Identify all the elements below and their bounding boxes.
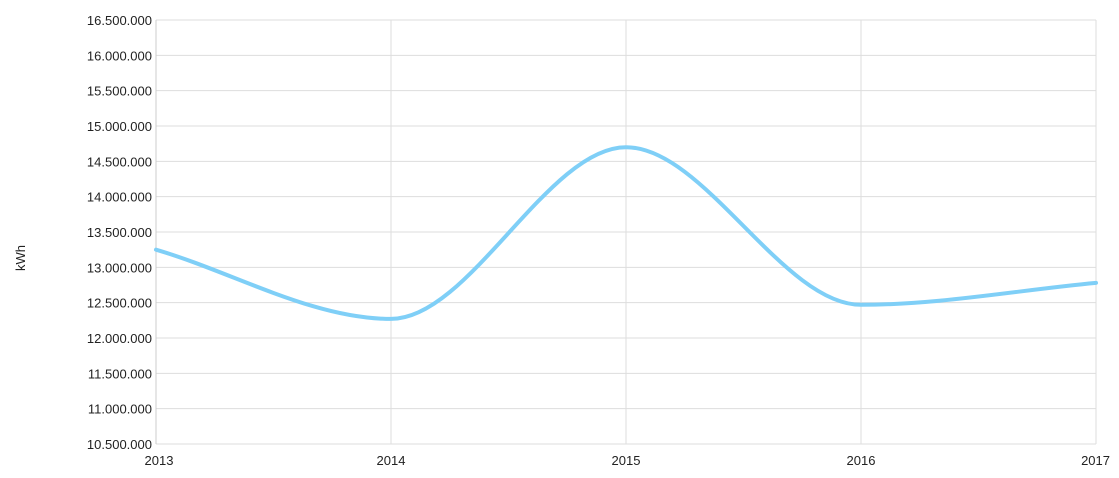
y-tick-label: 12.500.000 xyxy=(87,296,152,311)
y-tick-label: 14.000.000 xyxy=(87,190,152,205)
x-tick-label: 2014 xyxy=(377,453,406,468)
y-axis-title: kWh xyxy=(13,245,28,271)
x-tick-label: 2013 xyxy=(145,453,174,468)
series-layer xyxy=(154,145,1098,321)
y-tick-label: 12.000.000 xyxy=(87,331,152,346)
grid-layer xyxy=(155,19,1097,445)
y-tick-label: 13.500.000 xyxy=(87,225,152,240)
y-tick-label: 11.000.000 xyxy=(88,402,152,417)
series-line xyxy=(154,145,1098,321)
y-tick-label: 16.000.000 xyxy=(87,48,152,63)
y-tick-label: 15.500.000 xyxy=(87,84,152,99)
y-tick-label: 16.500.000 xyxy=(87,13,152,28)
x-tick-label: 2017 xyxy=(1081,453,1110,468)
y-tick-label: 10.500.000 xyxy=(87,437,152,452)
y-tick-label: 14.500.000 xyxy=(87,154,152,169)
y-tick-label: 15.000.000 xyxy=(87,119,152,134)
y-tick-label: 11.500.000 xyxy=(88,366,152,381)
y-tick-label: 13.000.000 xyxy=(87,260,152,275)
x-tick-label: 2016 xyxy=(847,453,876,468)
x-tick-label: 2015 xyxy=(612,453,641,468)
axis-layer: 10.500.000 11.000.000 11.500.000 12.000.000… xyxy=(87,13,1110,468)
